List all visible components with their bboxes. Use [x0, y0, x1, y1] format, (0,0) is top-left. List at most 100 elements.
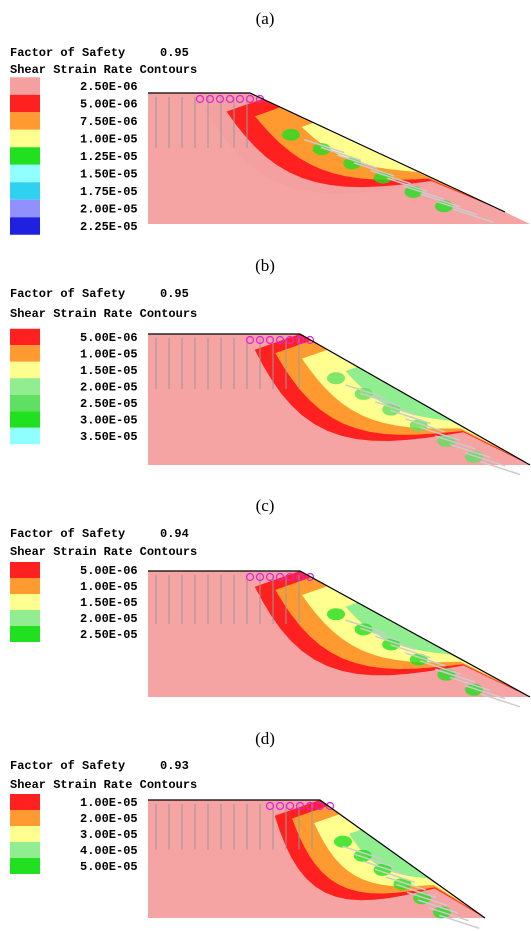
vector — [385, 876, 426, 891]
vector — [417, 899, 459, 914]
legend-label: 1.00E-05 — [80, 348, 138, 362]
legend-label: 2.25E-05 — [80, 220, 138, 234]
marker — [195, 94, 205, 104]
legend-title: Shear Strain Rate Contours — [10, 778, 197, 792]
marker — [305, 335, 315, 345]
legend-swatch — [10, 427, 40, 445]
shear-band — [345, 602, 484, 672]
marker — [245, 94, 255, 104]
legend-swatch — [10, 562, 40, 578]
marker — [265, 335, 275, 345]
vector — [453, 208, 494, 223]
fos-value: 0.95 — [160, 287, 189, 301]
vector — [353, 162, 395, 177]
legend-label: 1.50E-05 — [80, 364, 138, 378]
legend-label: 5.00E-06 — [80, 98, 138, 112]
fos-title: Factor of Safety — [10, 759, 125, 773]
vector — [479, 693, 521, 708]
legend-label: 5.00E-06 — [80, 564, 138, 578]
marker — [275, 335, 285, 345]
vector — [390, 409, 431, 425]
legend-swatch — [10, 794, 40, 810]
legend-swatch — [10, 626, 40, 642]
vector — [360, 392, 401, 408]
panel-label: (c) — [256, 496, 275, 515]
outline — [148, 92, 506, 213]
marker — [265, 801, 275, 811]
legend-label: 2.50E-05 — [80, 628, 138, 642]
marker — [255, 335, 265, 345]
legend-label: 2.00E-05 — [80, 612, 138, 626]
vector — [337, 154, 378, 169]
shear-band — [301, 122, 454, 189]
legend-swatch — [10, 842, 40, 858]
vector — [449, 443, 491, 459]
legend-label: 1.50E-05 — [80, 168, 138, 182]
legend-swatch — [10, 129, 40, 148]
fos-title: Factor of Safety — [10, 46, 125, 60]
panel-label: (a) — [256, 9, 275, 28]
vector — [390, 643, 431, 659]
legend-label: 4.00E-05 — [80, 844, 138, 858]
vector — [374, 868, 416, 884]
contour-blob — [282, 128, 300, 141]
marker — [295, 572, 305, 582]
vector — [304, 138, 345, 154]
vector — [363, 860, 405, 876]
vector — [434, 668, 476, 683]
marker — [285, 801, 295, 811]
legend-swatch — [10, 411, 40, 428]
legend-label: 5.00E-05 — [80, 860, 138, 874]
legend-label: 1.50E-05 — [80, 596, 138, 610]
vector — [360, 627, 401, 643]
vector — [428, 906, 469, 922]
legend-label: 1.00E-05 — [80, 133, 138, 147]
legend-swatch — [10, 858, 40, 874]
legend-label: 1.00E-05 — [80, 580, 138, 594]
legend-label: 5.00E-06 — [80, 331, 138, 345]
legend-label: 2.00E-05 — [80, 812, 138, 826]
vector — [449, 676, 491, 692]
marker — [315, 801, 325, 811]
legend-label: 1.25E-05 — [80, 150, 138, 164]
legend-swatch — [10, 345, 40, 362]
contour-blob — [334, 835, 352, 848]
legend-swatch — [10, 610, 40, 626]
vector — [420, 426, 461, 442]
contour-blob — [413, 892, 432, 905]
vector — [345, 384, 386, 399]
vector — [386, 177, 428, 193]
legend-swatch — [10, 147, 40, 165]
outline — [148, 333, 531, 466]
vector — [464, 452, 506, 467]
marker — [275, 801, 285, 811]
legend-title: Shear Strain Rate Contours — [10, 545, 197, 559]
legend-label: 3.50E-05 — [80, 430, 138, 444]
fos-title: Factor of Safety — [10, 287, 125, 301]
marker — [305, 801, 315, 811]
vector — [406, 891, 448, 907]
vector — [479, 460, 521, 476]
fos-title: Factor of Safety — [10, 527, 125, 541]
legend-swatch — [10, 810, 40, 826]
vector — [405, 652, 446, 667]
marker — [265, 572, 275, 582]
legend-swatch — [10, 594, 40, 610]
legend-swatch — [10, 328, 40, 346]
legend-label: 2.50E-05 — [80, 397, 138, 411]
marker — [235, 94, 245, 104]
legend-label: 1.00E-05 — [80, 796, 138, 810]
vector — [342, 845, 383, 861]
vector — [375, 635, 416, 651]
legend-label: 1.75E-05 — [80, 185, 138, 199]
legend-swatch — [10, 578, 40, 594]
marker — [295, 801, 305, 811]
vector — [353, 853, 394, 868]
marker — [285, 572, 295, 582]
legend-swatch — [10, 112, 40, 130]
shear-band — [345, 366, 484, 439]
contour-blob — [327, 608, 345, 621]
vector — [420, 193, 461, 208]
shear-band — [349, 829, 452, 895]
